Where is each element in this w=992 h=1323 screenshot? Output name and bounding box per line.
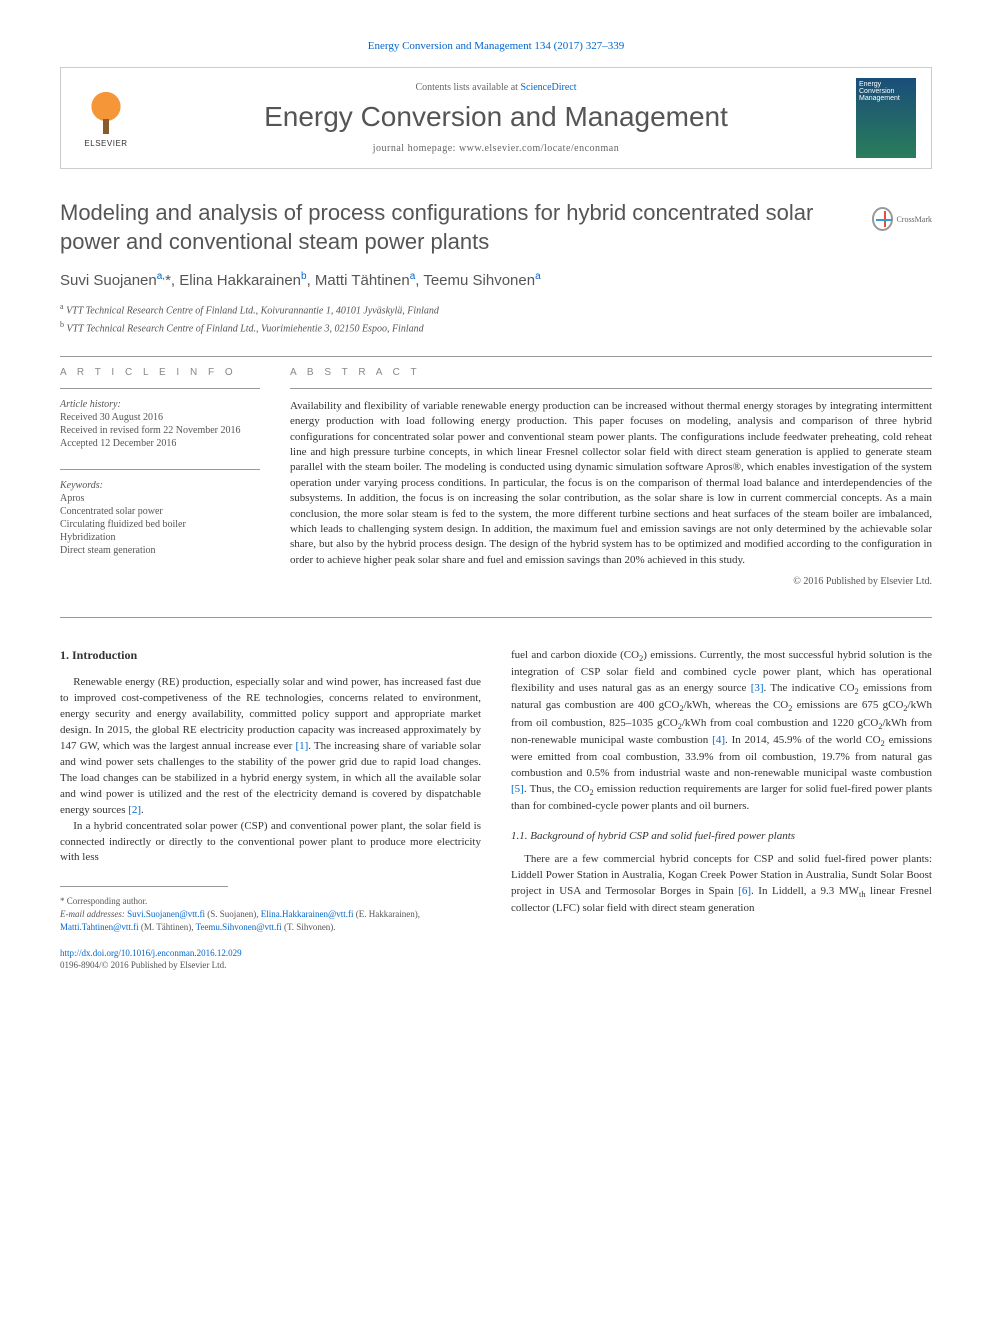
affiliations: a VTT Technical Research Centre of Finla…: [60, 301, 932, 336]
history-list: Received 30 August 2016 Received in revis…: [60, 412, 260, 449]
keyword-item: Direct steam generation: [60, 545, 260, 556]
issn-copyright: 0196-8904/© 2016 Published by Elsevier L…: [60, 960, 226, 970]
subsection-p1: There are a few commercial hybrid concep…: [511, 852, 932, 917]
article-info: A R T I C L E I N F O Article history: R…: [60, 367, 260, 587]
history-item: Received in revised form 22 November 201…: [60, 425, 260, 436]
email-addresses: E-mail addresses: Suvi.Suojanen@vtt.fi (…: [60, 908, 481, 933]
footnotes: * Corresponding author. E-mail addresses…: [60, 895, 481, 933]
divider-bottom: [60, 617, 932, 618]
article-info-heading: A R T I C L E I N F O: [60, 367, 260, 378]
ref-link[interactable]: [4]: [712, 734, 725, 746]
title-row: Modeling and analysis of process configu…: [60, 199, 932, 256]
keywords-list: Apros Concentrated solar power Circulating…: [60, 493, 260, 556]
subsection-1-1-heading: 1.1. Background of hybrid CSP and solid …: [511, 830, 932, 842]
right-column: fuel and carbon dioxide (CO2) emissions.…: [511, 648, 932, 971]
homepage-prefix: journal homepage:: [373, 143, 459, 154]
divider-info-2: [60, 469, 260, 470]
history-item: Received 30 August 2016: [60, 412, 260, 423]
contents-line: Contents lists available at ScienceDirec…: [151, 82, 841, 93]
keyword-item: Circulating fluidized bed boiler: [60, 519, 260, 530]
body-columns: 1. Introduction Renewable energy (RE) pr…: [60, 648, 932, 971]
crossmark-label: CrossMark: [896, 215, 932, 224]
divider-top: [60, 356, 932, 357]
body-text-col2b: There are a few commercial hybrid concep…: [511, 852, 932, 917]
section-1-heading: 1. Introduction: [60, 648, 481, 663]
ref-link[interactable]: [3]: [751, 682, 764, 694]
abstract-copyright: © 2016 Published by Elsevier Ltd.: [290, 576, 932, 587]
email-link[interactable]: Suvi.Suojanen@vtt.fi: [127, 909, 205, 919]
intro-p2: In a hybrid concentrated solar power (CS…: [60, 819, 481, 867]
authors-line: Suvi Suojanena,*, Elina Hakkarainenb, Ma…: [60, 271, 932, 289]
keyword-item: Concentrated solar power: [60, 506, 260, 517]
email-link[interactable]: Matti.Tahtinen@vtt.fi: [60, 922, 139, 932]
ref-link[interactable]: [1]: [295, 740, 308, 752]
journal-name: Energy Conversion and Management: [151, 101, 841, 133]
divider-info-1: [60, 388, 260, 389]
affiliation-item: a VTT Technical Research Centre of Finla…: [60, 301, 932, 318]
publisher-name: ELSEVIER: [84, 139, 127, 148]
intro-p1: Renewable energy (RE) production, especi…: [60, 675, 481, 818]
affiliation-item: b VTT Technical Research Centre of Finla…: [60, 319, 932, 336]
email-link[interactable]: Elina.Hakkarainen@vtt.fi: [261, 909, 354, 919]
publisher-logo: ELSEVIER: [76, 83, 136, 153]
homepage-url[interactable]: www.elsevier.com/locate/enconman: [459, 143, 619, 154]
email-link[interactable]: Teemu.Sihvonen@vtt.fi: [196, 922, 282, 932]
article-title: Modeling and analysis of process configu…: [60, 199, 857, 256]
ref-link[interactable]: [5]: [511, 783, 524, 795]
history-label: Article history:: [60, 399, 260, 410]
contents-prefix: Contents lists available at: [415, 82, 520, 93]
abstract-column: A B S T R A C T Availability and flexibi…: [290, 367, 932, 587]
left-column: 1. Introduction Renewable energy (RE) pr…: [60, 648, 481, 971]
crossmark-icon: [872, 207, 893, 231]
sciencedirect-link[interactable]: ScienceDirect: [520, 82, 576, 93]
crossmark-badge[interactable]: CrossMark: [872, 199, 932, 239]
keywords-label: Keywords:: [60, 480, 260, 491]
journal-cover-thumbnail: Energy Conversion Management: [856, 78, 916, 158]
body-text-col1: Renewable energy (RE) production, especi…: [60, 675, 481, 866]
abstract-heading: A B S T R A C T: [290, 367, 932, 378]
journal-header: ELSEVIER Contents lists available at Sci…: [60, 67, 932, 169]
keyword-item: Hybridization: [60, 532, 260, 543]
doi-block: http://dx.doi.org/10.1016/j.enconman.201…: [60, 948, 481, 971]
keyword-item: Apros: [60, 493, 260, 504]
footnote-separator: [60, 886, 228, 887]
intro-p3: fuel and carbon dioxide (CO2) emissions.…: [511, 648, 932, 815]
elsevier-tree-icon: [81, 89, 131, 139]
ref-link[interactable]: [6]: [738, 885, 751, 897]
ref-link[interactable]: [2]: [128, 804, 141, 816]
header-center: Contents lists available at ScienceDirec…: [151, 82, 841, 154]
doi-link[interactable]: http://dx.doi.org/10.1016/j.enconman.201…: [60, 948, 242, 958]
divider-abstract: [290, 388, 932, 389]
citation-line: Energy Conversion and Management 134 (20…: [60, 40, 932, 52]
info-abstract-row: A R T I C L E I N F O Article history: R…: [60, 367, 932, 587]
homepage-line: journal homepage: www.elsevier.com/locat…: [151, 143, 841, 154]
body-text-col2: fuel and carbon dioxide (CO2) emissions.…: [511, 648, 932, 815]
corresponding-author-note: * Corresponding author.: [60, 895, 481, 908]
abstract-text: Availability and flexibility of variable…: [290, 399, 932, 568]
history-item: Accepted 12 December 2016: [60, 438, 260, 449]
